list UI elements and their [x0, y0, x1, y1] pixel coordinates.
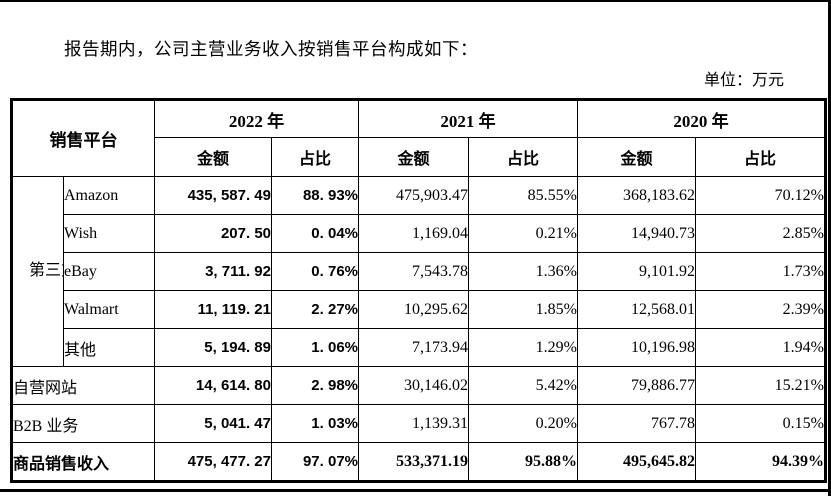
ratio-2020-cell: 70.12% [695, 176, 826, 215]
ratio-2021-cell: 85.55% [468, 176, 578, 215]
group-label-third-party: 第三方电商平台 [11, 176, 64, 367]
amount-2021-cell: 475,903.47 [358, 176, 469, 215]
platform-cell: Wish [63, 214, 155, 253]
platform-cell: 其他 [63, 328, 155, 367]
ratio-2021-cell: 1.29% [468, 328, 578, 367]
ratio-2020-cell: 15.21% [695, 366, 826, 405]
amount-2020-cell: 368,183.62 [577, 176, 696, 215]
table-row-total-sales: 商品销售收入 475, 477. 27 97. 07% 533,371.19 9… [11, 442, 826, 482]
ratio-2020-cell: 1.94% [695, 328, 826, 367]
amount-2022-cell: 5, 041. 47 [154, 404, 272, 443]
amount-2022-cell: 207. 50 [154, 214, 272, 253]
amount-2021-cell: 1,139.31 [358, 404, 469, 443]
ratio-2021-cell: 1.85% [468, 290, 578, 329]
amount-2020-cell: 10,196.98 [577, 328, 696, 367]
ratio-2021-cell: 95.88% [468, 442, 578, 482]
amount-2022-cell: 475, 477. 27 [154, 442, 272, 482]
ratio-2022-cell: 97. 07% [271, 442, 359, 482]
amount-2021-cell: 30,146.02 [358, 366, 469, 405]
page-bottom-border [0, 489, 828, 492]
table-row-walmart: Walmart 11, 119. 21 2. 27% 10,295.62 1.8… [12, 290, 826, 329]
platform-cell: B2B 业务 [11, 404, 155, 443]
ratio-2021-cell: 5.42% [468, 366, 578, 405]
amount-2022-cell: 435, 587. 49 [154, 176, 272, 215]
table-row-own-website: 自营网站 14, 614. 80 2. 98% 30,146.02 5.42% … [11, 366, 826, 405]
amount-2020-cell: 12,568.01 [577, 290, 696, 329]
column-header-ratio-2021: 占比 [468, 137, 578, 177]
platform-cell: Amazon [63, 176, 155, 215]
ratio-2022-cell: 0. 76% [271, 252, 359, 291]
column-header-amount-2021: 金额 [358, 137, 469, 177]
header-row-years: 销售平台 2022 年 2021 年 2020 年 [11, 99, 826, 177]
amount-2021-cell: 533,371.19 [358, 442, 469, 482]
table-row-others: 其他 5, 194. 89 1. 06% 7,173.94 1.29% 10,1… [12, 328, 826, 367]
table-row-wish: Wish 207. 50 0. 04% 1,169.04 0.21% 14,94… [12, 214, 826, 253]
column-header-2020: 2020 年 [577, 99, 826, 138]
intro-text: 报告期内，公司主营业务收入按销售平台构成如下： [64, 38, 478, 59]
ratio-2022-cell: 1. 06% [271, 328, 359, 367]
ratio-2020-cell: 1.73% [695, 252, 826, 291]
table-row-b2b: B2B 业务 5, 041. 47 1. 03% 1,139.31 0.20% … [11, 404, 826, 443]
ratio-2020-cell: 0.15% [695, 404, 826, 443]
revenue-by-platform-table: 销售平台 2022 年 2021 年 2020 年 金额 占比 金额 占比 金额… [10, 98, 827, 483]
ratio-2020-cell: 94.39% [695, 442, 826, 482]
header-row-metrics: 金额 占比 金额 占比 金额 占比 [12, 137, 826, 177]
ratio-2020-cell: 2.85% [695, 214, 826, 253]
amount-2021-cell: 1,169.04 [358, 214, 469, 253]
amount-2022-cell: 5, 194. 89 [154, 328, 272, 367]
table-row-ebay: eBay 3, 711. 92 0. 76% 7,543.78 1.36% 9,… [12, 252, 826, 291]
ratio-2022-cell: 0. 04% [271, 214, 359, 253]
ratio-2021-cell: 1.36% [468, 252, 578, 291]
platform-cell: 商品销售收入 [11, 442, 155, 482]
ratio-2022-cell: 2. 27% [271, 290, 359, 329]
ratio-2020-cell: 2.39% [695, 290, 826, 329]
amount-2021-cell: 10,295.62 [358, 290, 469, 329]
column-header-amount-2020: 金额 [577, 137, 696, 177]
amount-2020-cell: 14,940.73 [577, 214, 696, 253]
amount-2021-cell: 7,543.78 [358, 252, 469, 291]
column-header-ratio-2022: 占比 [271, 137, 359, 177]
amount-2020-cell: 79,886.77 [577, 366, 696, 405]
column-header-platform: 销售平台 [11, 99, 155, 177]
ratio-2022-cell: 2. 98% [271, 366, 359, 405]
platform-cell: 自营网站 [11, 366, 155, 405]
amount-2022-cell: 11, 119. 21 [154, 290, 272, 329]
ratio-2022-cell: 1. 03% [271, 404, 359, 443]
amount-2020-cell: 767.78 [577, 404, 696, 443]
amount-2022-cell: 14, 614. 80 [154, 366, 272, 405]
table-row-amazon: 第三方电商平台 Amazon 435, 587. 49 88. 93% 475,… [11, 176, 826, 367]
amount-2021-cell: 7,173.94 [358, 328, 469, 367]
amount-2022-cell: 3, 711. 92 [154, 252, 272, 291]
platform-cell: eBay [63, 252, 155, 291]
column-header-2022: 2022 年 [154, 99, 359, 138]
ratio-2021-cell: 0.20% [468, 404, 578, 443]
ratio-2021-cell: 0.21% [468, 214, 578, 253]
amount-2020-cell: 9,101.92 [577, 252, 696, 291]
column-header-2021: 2021 年 [358, 99, 578, 138]
platform-cell: Walmart [63, 290, 155, 329]
amount-2020-cell: 495,645.82 [577, 442, 696, 482]
unit-label: 单位：万元 [703, 72, 784, 89]
ratio-2022-cell: 88. 93% [271, 176, 359, 215]
column-header-amount-2022: 金额 [154, 137, 272, 177]
column-header-ratio-2020: 占比 [695, 137, 826, 177]
group-label-text: 第三方电商平台 [29, 262, 63, 280]
